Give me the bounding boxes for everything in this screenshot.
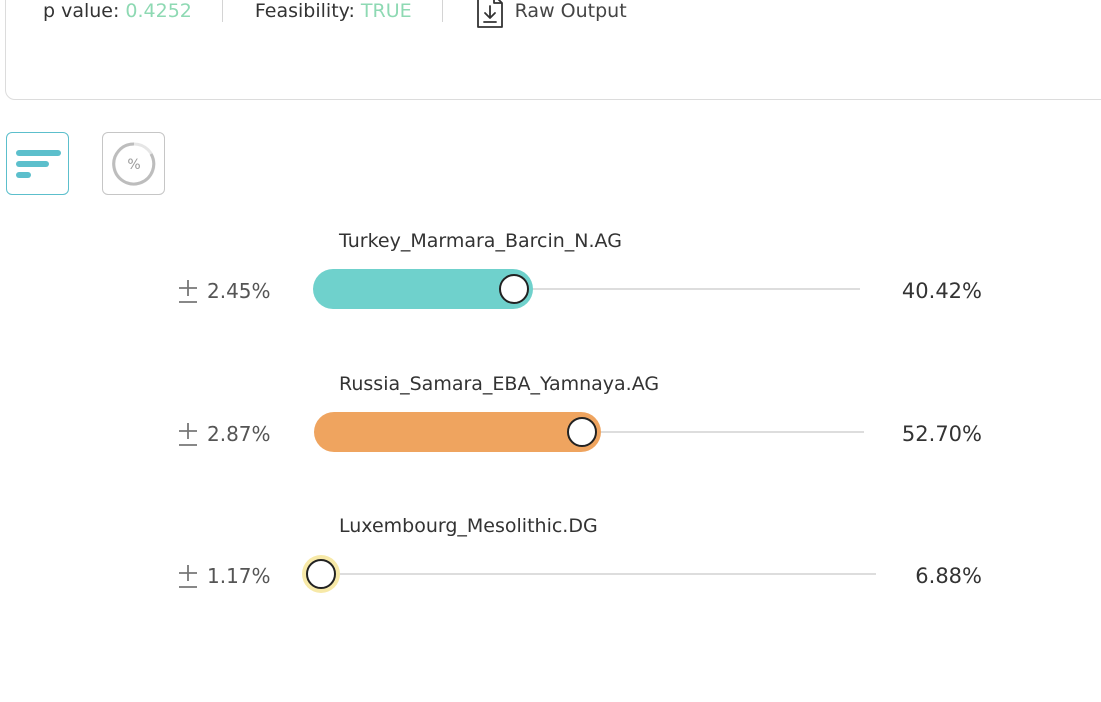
divider xyxy=(441,0,443,22)
percent-value: 6.88% xyxy=(915,564,982,588)
error-group: 1.17% xyxy=(176,561,271,591)
percent-circle-icon: % xyxy=(111,141,155,185)
feasibility-value: TRUE xyxy=(360,0,412,22)
plus-minus-icon xyxy=(179,565,197,588)
download-file-icon xyxy=(476,0,503,28)
source-name: Russia_Samara_EBA_Yamnaya.AG xyxy=(339,373,660,395)
slider-handle[interactable] xyxy=(499,274,530,304)
source-row: Turkey_Marmara_Barcin_N.AG 2.45% 40.42% xyxy=(0,230,1101,320)
plus-minus-icon xyxy=(179,423,197,446)
slider-fill xyxy=(314,412,602,452)
summary-card: p value: 0.4252 Feasibility: TRUE Raw Ou… xyxy=(5,0,1101,100)
proportion-slider[interactable] xyxy=(314,411,864,453)
error-value: 1.17% xyxy=(207,564,271,588)
slider-track xyxy=(313,288,860,290)
divider xyxy=(221,0,223,22)
source-row: Russia_Samara_EBA_Yamnaya.AG 2.87% 52.70… xyxy=(0,373,1101,463)
error-value: 2.45% xyxy=(207,279,271,303)
bar-list-icon xyxy=(15,149,61,178)
summary-row: p value: 0.4252 Feasibility: TRUE Raw Ou… xyxy=(43,0,627,29)
percent-value: 40.42% xyxy=(901,279,982,303)
raw-output-button[interactable]: Raw Output xyxy=(475,0,627,29)
p-value-label: p value: xyxy=(43,0,120,22)
source-name: Luxembourg_Mesolithic.DG xyxy=(339,515,598,537)
error-group: 2.45% xyxy=(176,276,271,306)
slider-track xyxy=(304,573,876,575)
raw-output-label: Raw Output xyxy=(514,0,627,22)
source-row: Luxembourg_Mesolithic.DG 1.17% 6.88% xyxy=(0,515,1101,605)
slider-fill xyxy=(313,269,534,309)
proportion-slider[interactable] xyxy=(304,553,876,595)
slider-handle[interactable] xyxy=(306,559,336,589)
percent-view-toggle[interactable]: % xyxy=(102,132,165,195)
plus-minus-icon xyxy=(179,280,197,303)
percent-value: 52.70% xyxy=(901,422,982,446)
error-value: 2.87% xyxy=(207,422,271,446)
proportion-slider[interactable] xyxy=(313,268,860,310)
bar-view-toggle[interactable] xyxy=(6,132,69,195)
source-name: Turkey_Marmara_Barcin_N.AG xyxy=(339,230,622,252)
feasibility-label: Feasibility: xyxy=(254,0,355,22)
p-value: 0.4252 xyxy=(125,0,192,22)
slider-handle[interactable] xyxy=(567,417,598,447)
error-group: 2.87% xyxy=(176,419,271,449)
svg-text:%: % xyxy=(127,157,140,173)
